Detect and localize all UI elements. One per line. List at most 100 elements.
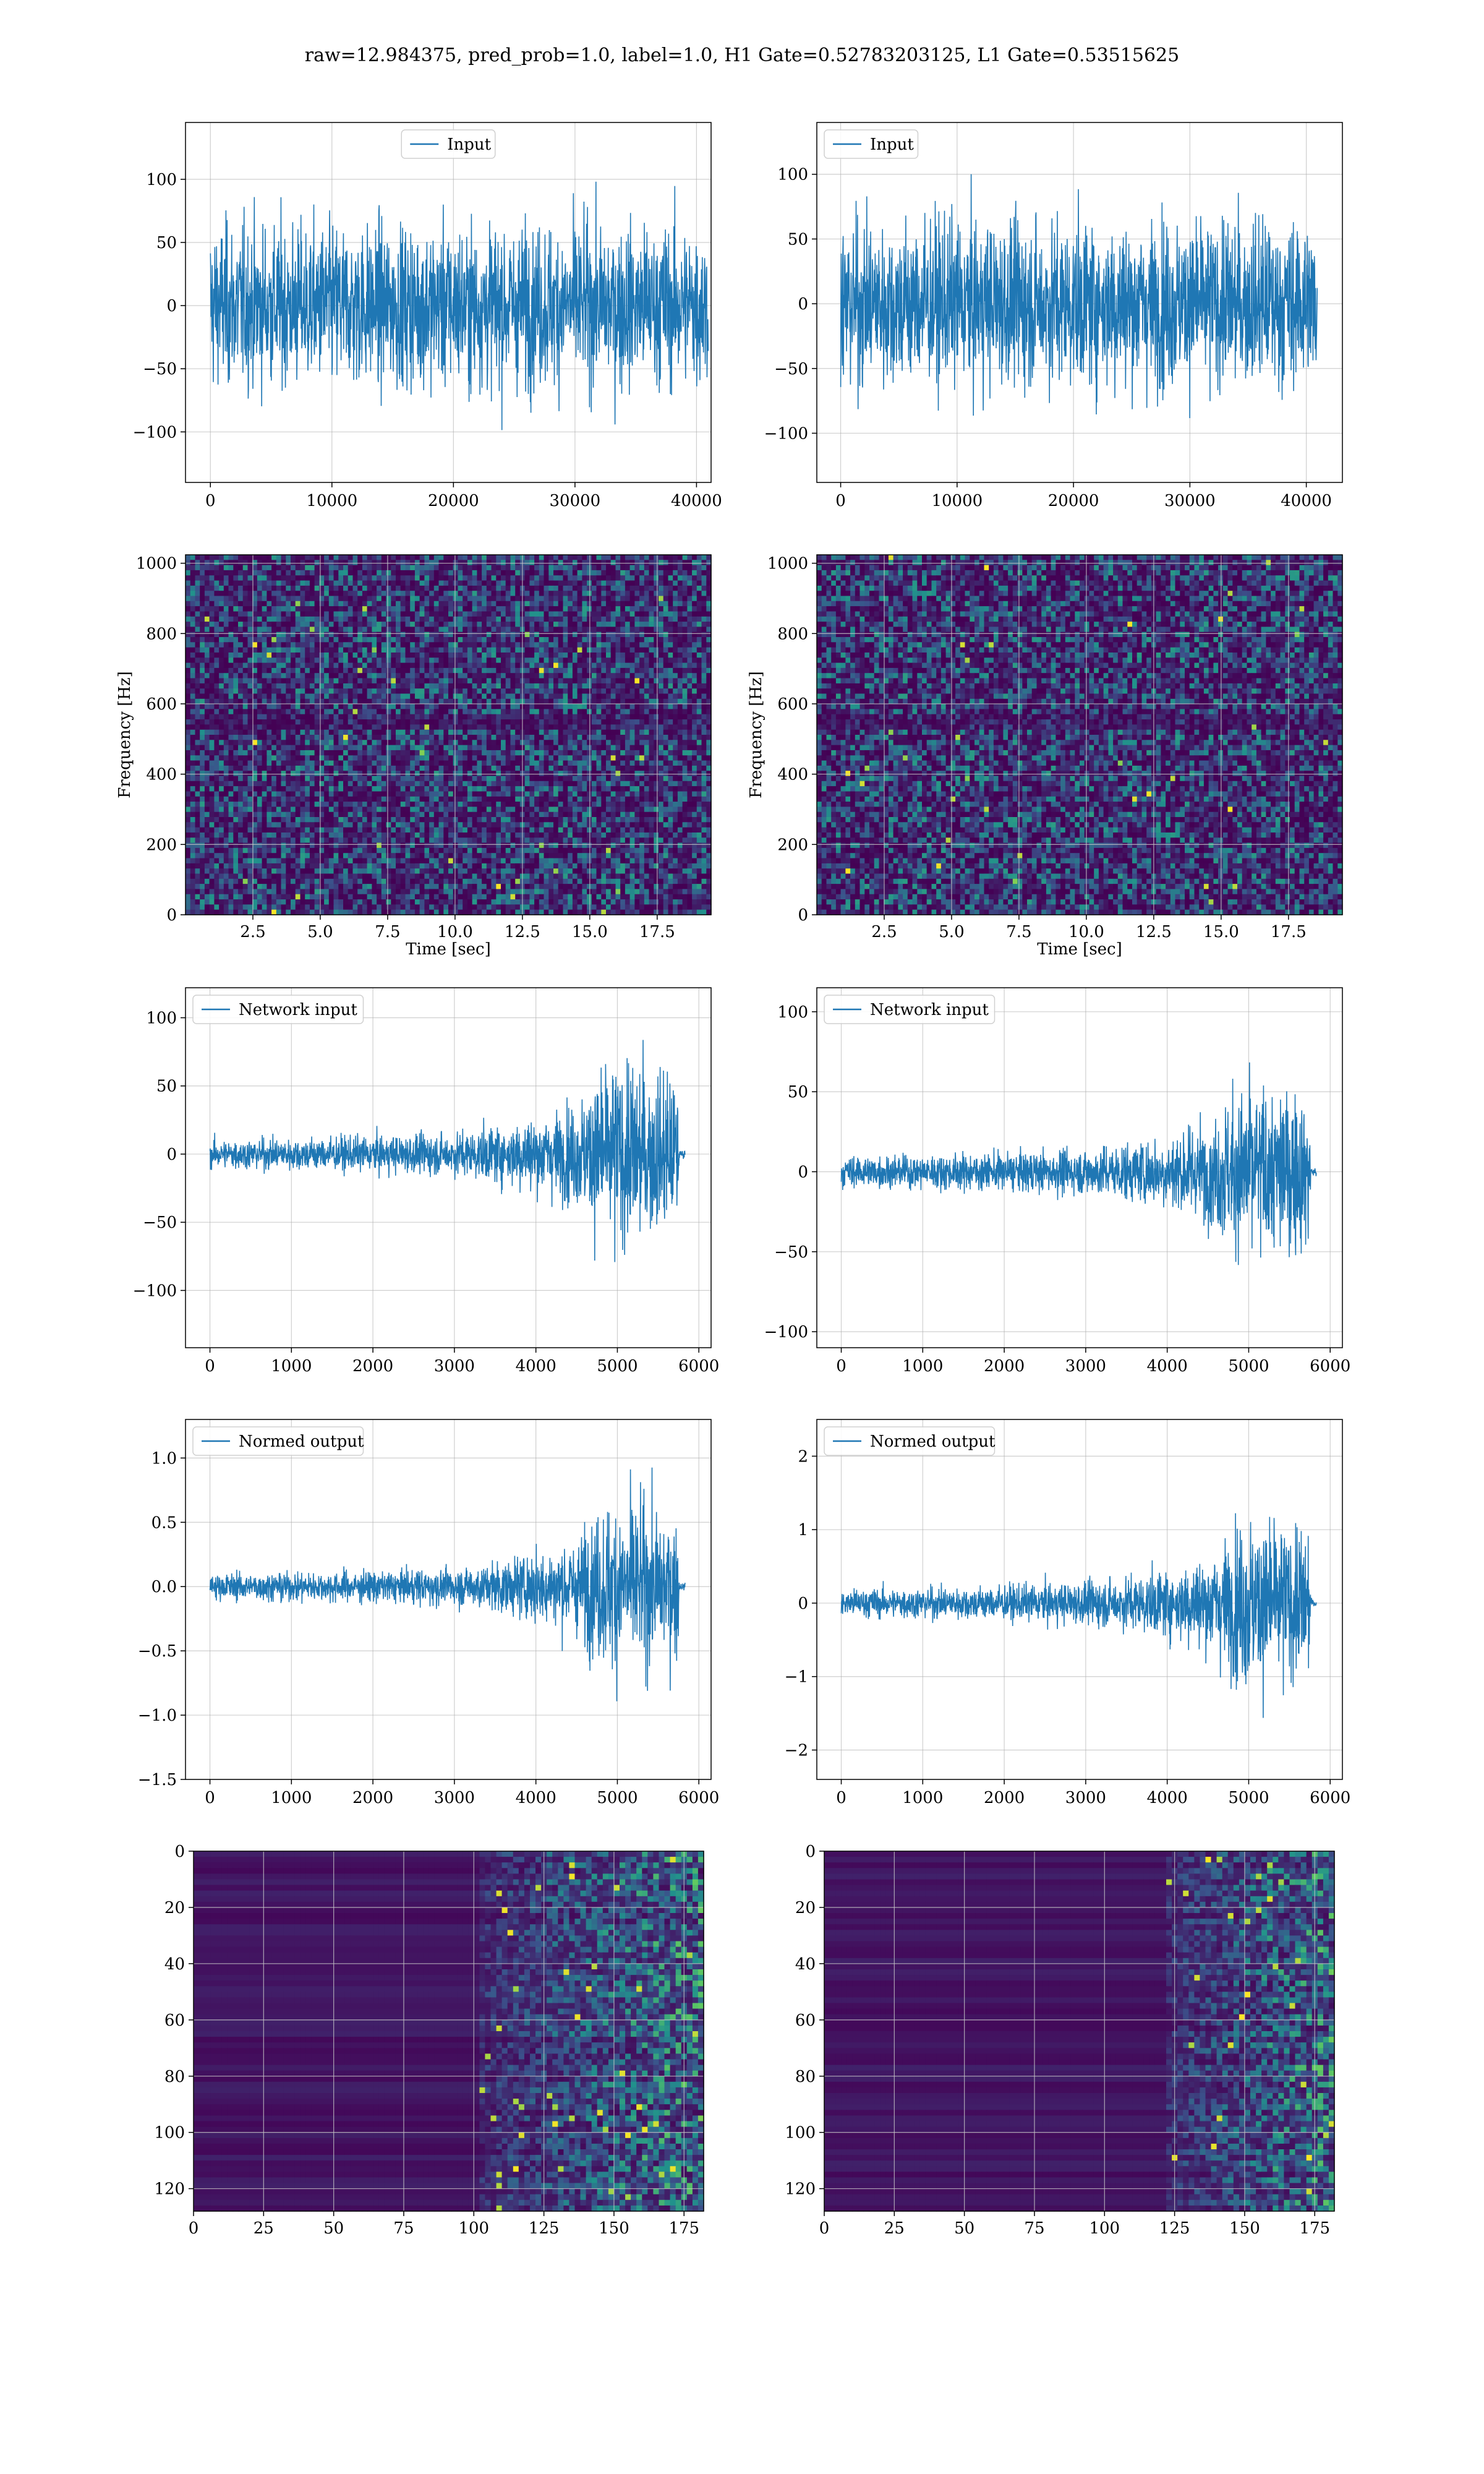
spectrogram-cell	[539, 637, 545, 643]
spectrogram-cell	[338, 565, 344, 571]
spectrogram-cell	[372, 653, 377, 658]
spectrogram-cell	[267, 709, 272, 715]
spectrogram-cell	[238, 647, 244, 653]
spectrogram-cell	[706, 698, 712, 704]
spectrogram-cell	[381, 724, 387, 730]
spectrogram-cell	[386, 657, 391, 664]
spectrogram-cell	[534, 688, 540, 695]
spectrogram-cell	[692, 678, 697, 684]
spectrogram-cell	[577, 709, 582, 715]
spectrogram-cell	[591, 724, 597, 730]
spectrogram-cell	[433, 688, 440, 695]
spectrogram-cell	[414, 591, 420, 597]
spectrogram-cell	[610, 631, 616, 638]
spectrogram-cell	[453, 765, 458, 771]
spectrogram-cell	[400, 667, 406, 674]
spectrogram-cell	[386, 688, 391, 695]
spectrogram-cell	[200, 642, 205, 648]
spectrogram-cell	[200, 565, 205, 571]
spectrogram-cell	[453, 698, 458, 704]
spectrogram-cell	[228, 585, 234, 591]
spectrogram-cell	[629, 616, 635, 622]
spectrogram-cell	[338, 611, 344, 617]
spectrogram-cell	[242, 601, 248, 607]
spectrogram-cell	[677, 611, 683, 617]
spectrogram-cell	[386, 740, 391, 746]
spectrogram-cell	[596, 637, 602, 643]
spectrogram-cell	[419, 693, 425, 700]
spectrogram-cell	[242, 771, 248, 777]
spectrogram-cell	[610, 642, 616, 648]
spectrogram-cell	[295, 693, 301, 700]
spectrogram-cell	[615, 719, 621, 725]
spectrogram-cell	[701, 637, 707, 643]
spectrogram-cell	[400, 771, 406, 777]
spectrogram-cell	[386, 642, 391, 648]
spectrogram-cell	[620, 709, 626, 715]
spectrogram-cell	[596, 683, 602, 689]
spectrogram-cell	[486, 724, 492, 730]
spectrogram-cell	[682, 735, 688, 740]
spectrogram-cell	[472, 771, 477, 777]
spectrogram-cell	[200, 673, 205, 679]
spectrogram-cell	[515, 781, 521, 787]
spectrogram-cell	[467, 771, 473, 777]
spectrogram-cell	[443, 683, 449, 689]
spectrogram-cell	[610, 765, 616, 771]
spectrogram-cell	[433, 709, 440, 715]
spectrogram-cell	[606, 616, 612, 622]
spectrogram-cell	[186, 724, 191, 730]
spectrogram-cell	[539, 560, 545, 566]
spectrogram-cell	[348, 740, 353, 746]
spectrogram-cell	[267, 688, 272, 695]
spectrogram-cell	[629, 776, 635, 782]
spectrogram-cell	[629, 678, 635, 684]
spectrogram-cell	[438, 555, 444, 560]
spectrogram-cell	[515, 724, 521, 730]
spectrogram-cell	[706, 611, 712, 617]
spectrogram-cell	[706, 714, 712, 720]
spectrogram-cell	[558, 611, 563, 617]
spectrogram-cell	[625, 678, 631, 684]
spectrogram-cell	[582, 714, 587, 720]
spectrogram-cell	[314, 662, 320, 669]
spectrogram-cell	[195, 657, 200, 664]
spectrogram-cell	[195, 735, 200, 740]
spectrogram-cell	[338, 735, 344, 740]
spectrogram-cell	[505, 750, 511, 756]
spectrogram-cell	[386, 709, 391, 715]
spectrogram-cell	[396, 688, 401, 695]
spectrogram-cell	[238, 616, 244, 622]
spectrogram-cell	[300, 719, 305, 725]
spectrogram-cell	[577, 755, 582, 761]
spectrogram-cell	[252, 565, 258, 571]
legend-label: Input	[447, 135, 491, 154]
spectrogram-cell	[286, 688, 291, 695]
spectrogram-cell	[639, 555, 645, 560]
spectrogram-cell	[381, 637, 387, 643]
spectrogram-cell	[553, 678, 559, 684]
spectrogram-cell	[238, 745, 244, 751]
spectrogram-cell	[692, 760, 697, 766]
spectrogram-cell	[553, 698, 559, 704]
spectrogram-cell	[362, 622, 368, 627]
spectrogram-cell	[596, 601, 602, 607]
spectrogram-cell	[625, 724, 631, 730]
spectrogram-cell	[328, 606, 335, 612]
spectrogram-cell	[271, 662, 277, 669]
spectrogram-cell	[204, 719, 210, 725]
spectrogram-cell	[286, 580, 291, 586]
spectrogram-cell	[367, 627, 372, 633]
spectrogram-cell	[228, 662, 234, 669]
spectrogram-cell	[501, 606, 506, 612]
spectrogram-cell	[348, 667, 353, 674]
spectrogram-cell	[372, 755, 377, 761]
spectrogram-cell	[701, 642, 707, 648]
spectrogram-cell	[262, 653, 267, 658]
spectrogram-cell	[582, 647, 587, 653]
spectrogram-cell	[305, 616, 310, 622]
spectrogram-cell	[615, 627, 621, 633]
spectrogram-cell	[200, 606, 205, 612]
spectrogram-cell	[386, 667, 391, 674]
spectrogram-cell	[458, 740, 463, 746]
